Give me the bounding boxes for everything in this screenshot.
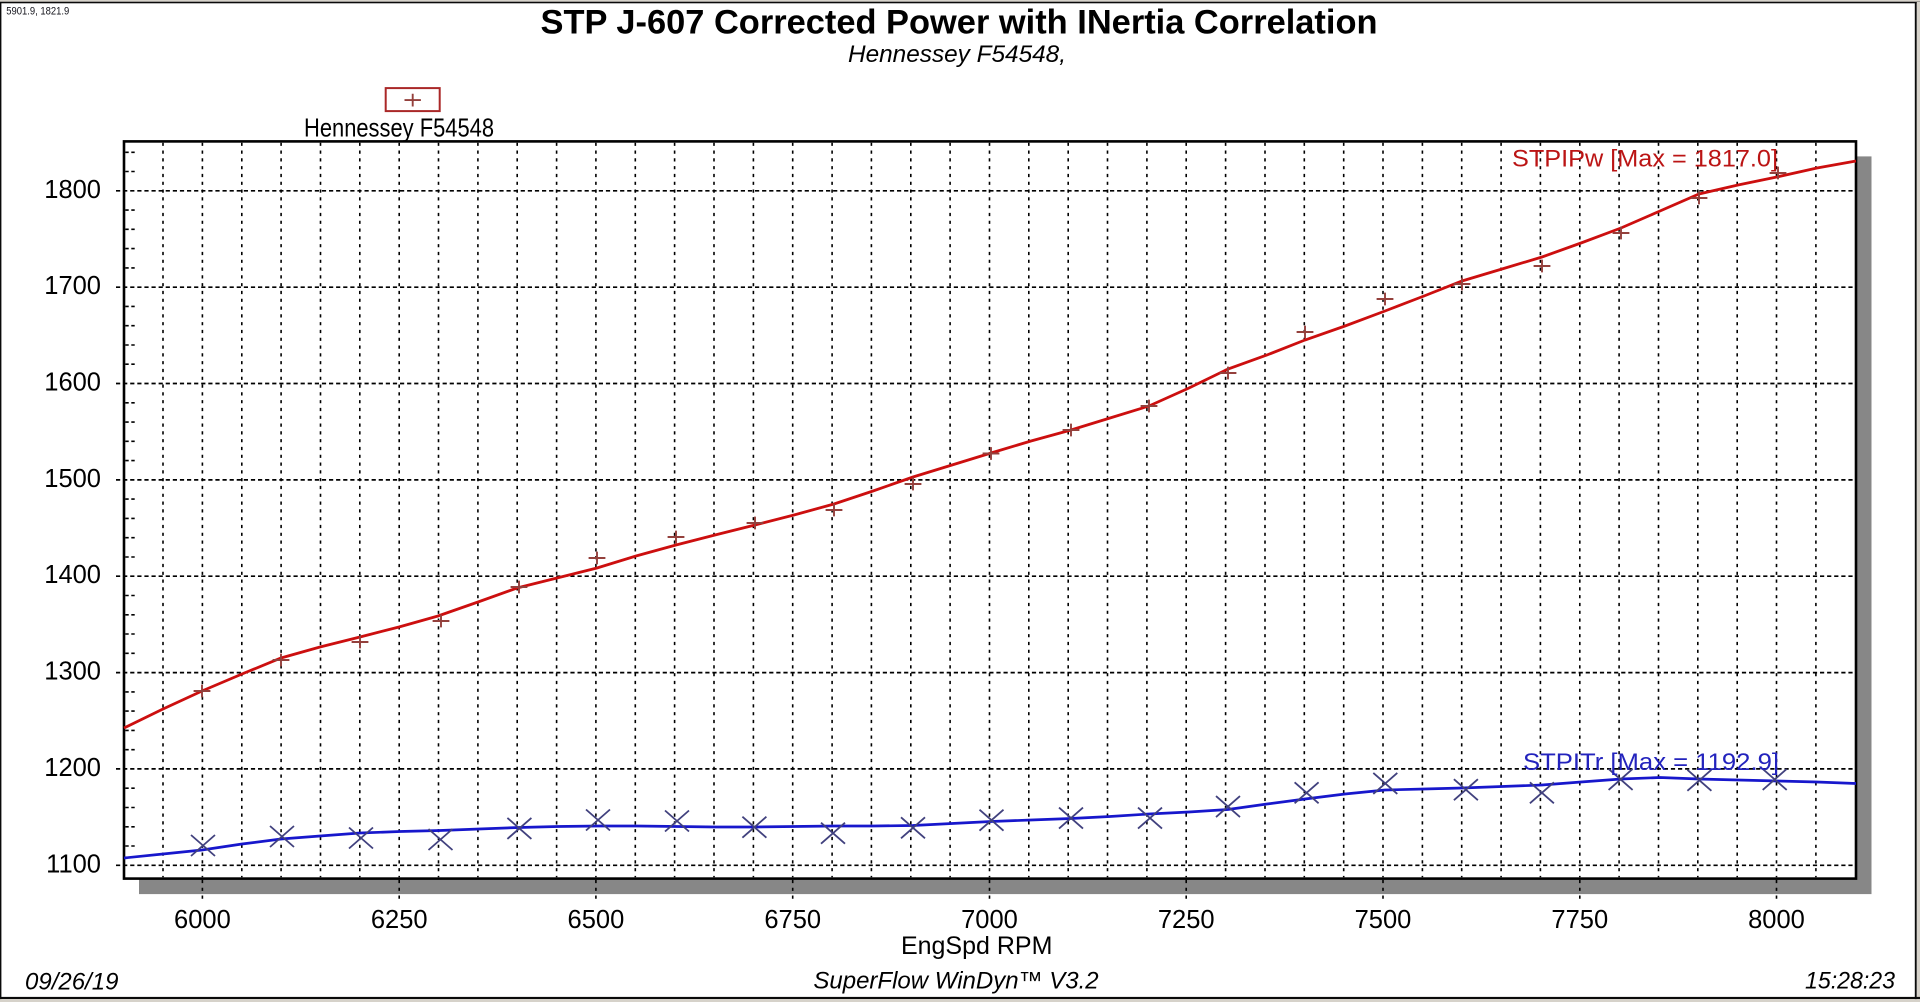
- svg-text:15:28:23: 15:28:23: [1805, 968, 1896, 995]
- svg-text:5901.9, 1821.9: 5901.9, 1821.9: [6, 5, 69, 17]
- svg-text:6750: 6750: [764, 906, 821, 934]
- svg-text:7000: 7000: [961, 906, 1018, 934]
- svg-text:7750: 7750: [1551, 906, 1608, 934]
- svg-text:STPIPw [Max = 1817.0]: STPIPw [Max = 1817.0]: [1512, 145, 1778, 172]
- svg-text:1200: 1200: [44, 754, 101, 782]
- svg-text:7250: 7250: [1158, 906, 1215, 934]
- svg-text:Hennessey F54548: Hennessey F54548: [304, 113, 494, 143]
- svg-text:1100: 1100: [46, 850, 101, 878]
- svg-text:1300: 1300: [44, 658, 101, 686]
- svg-text:Hennessey F54548,: Hennessey F54548,: [848, 41, 1066, 68]
- svg-text:6250: 6250: [371, 906, 428, 934]
- svg-text:SuperFlow WinDyn™ V3.2: SuperFlow WinDyn™ V3.2: [813, 968, 1098, 995]
- svg-text:6000: 6000: [174, 906, 231, 934]
- svg-text:6500: 6500: [568, 906, 625, 934]
- svg-text:1800: 1800: [44, 176, 101, 204]
- svg-text:EngSpd RPM: EngSpd RPM: [901, 932, 1052, 960]
- svg-text:7500: 7500: [1355, 906, 1412, 934]
- svg-text:8000: 8000: [1748, 906, 1805, 934]
- svg-text:1500: 1500: [44, 465, 101, 493]
- svg-text:STP J-607 Corrected Power with: STP J-607 Corrected Power with INertia C…: [541, 4, 1378, 42]
- svg-text:09/26/19: 09/26/19: [25, 969, 118, 996]
- svg-text:STPITr [Max = 1192.9]: STPITr [Max = 1192.9]: [1523, 749, 1779, 776]
- svg-text:1700: 1700: [44, 272, 101, 300]
- svg-text:1600: 1600: [44, 369, 101, 397]
- svg-text:1400: 1400: [44, 561, 101, 589]
